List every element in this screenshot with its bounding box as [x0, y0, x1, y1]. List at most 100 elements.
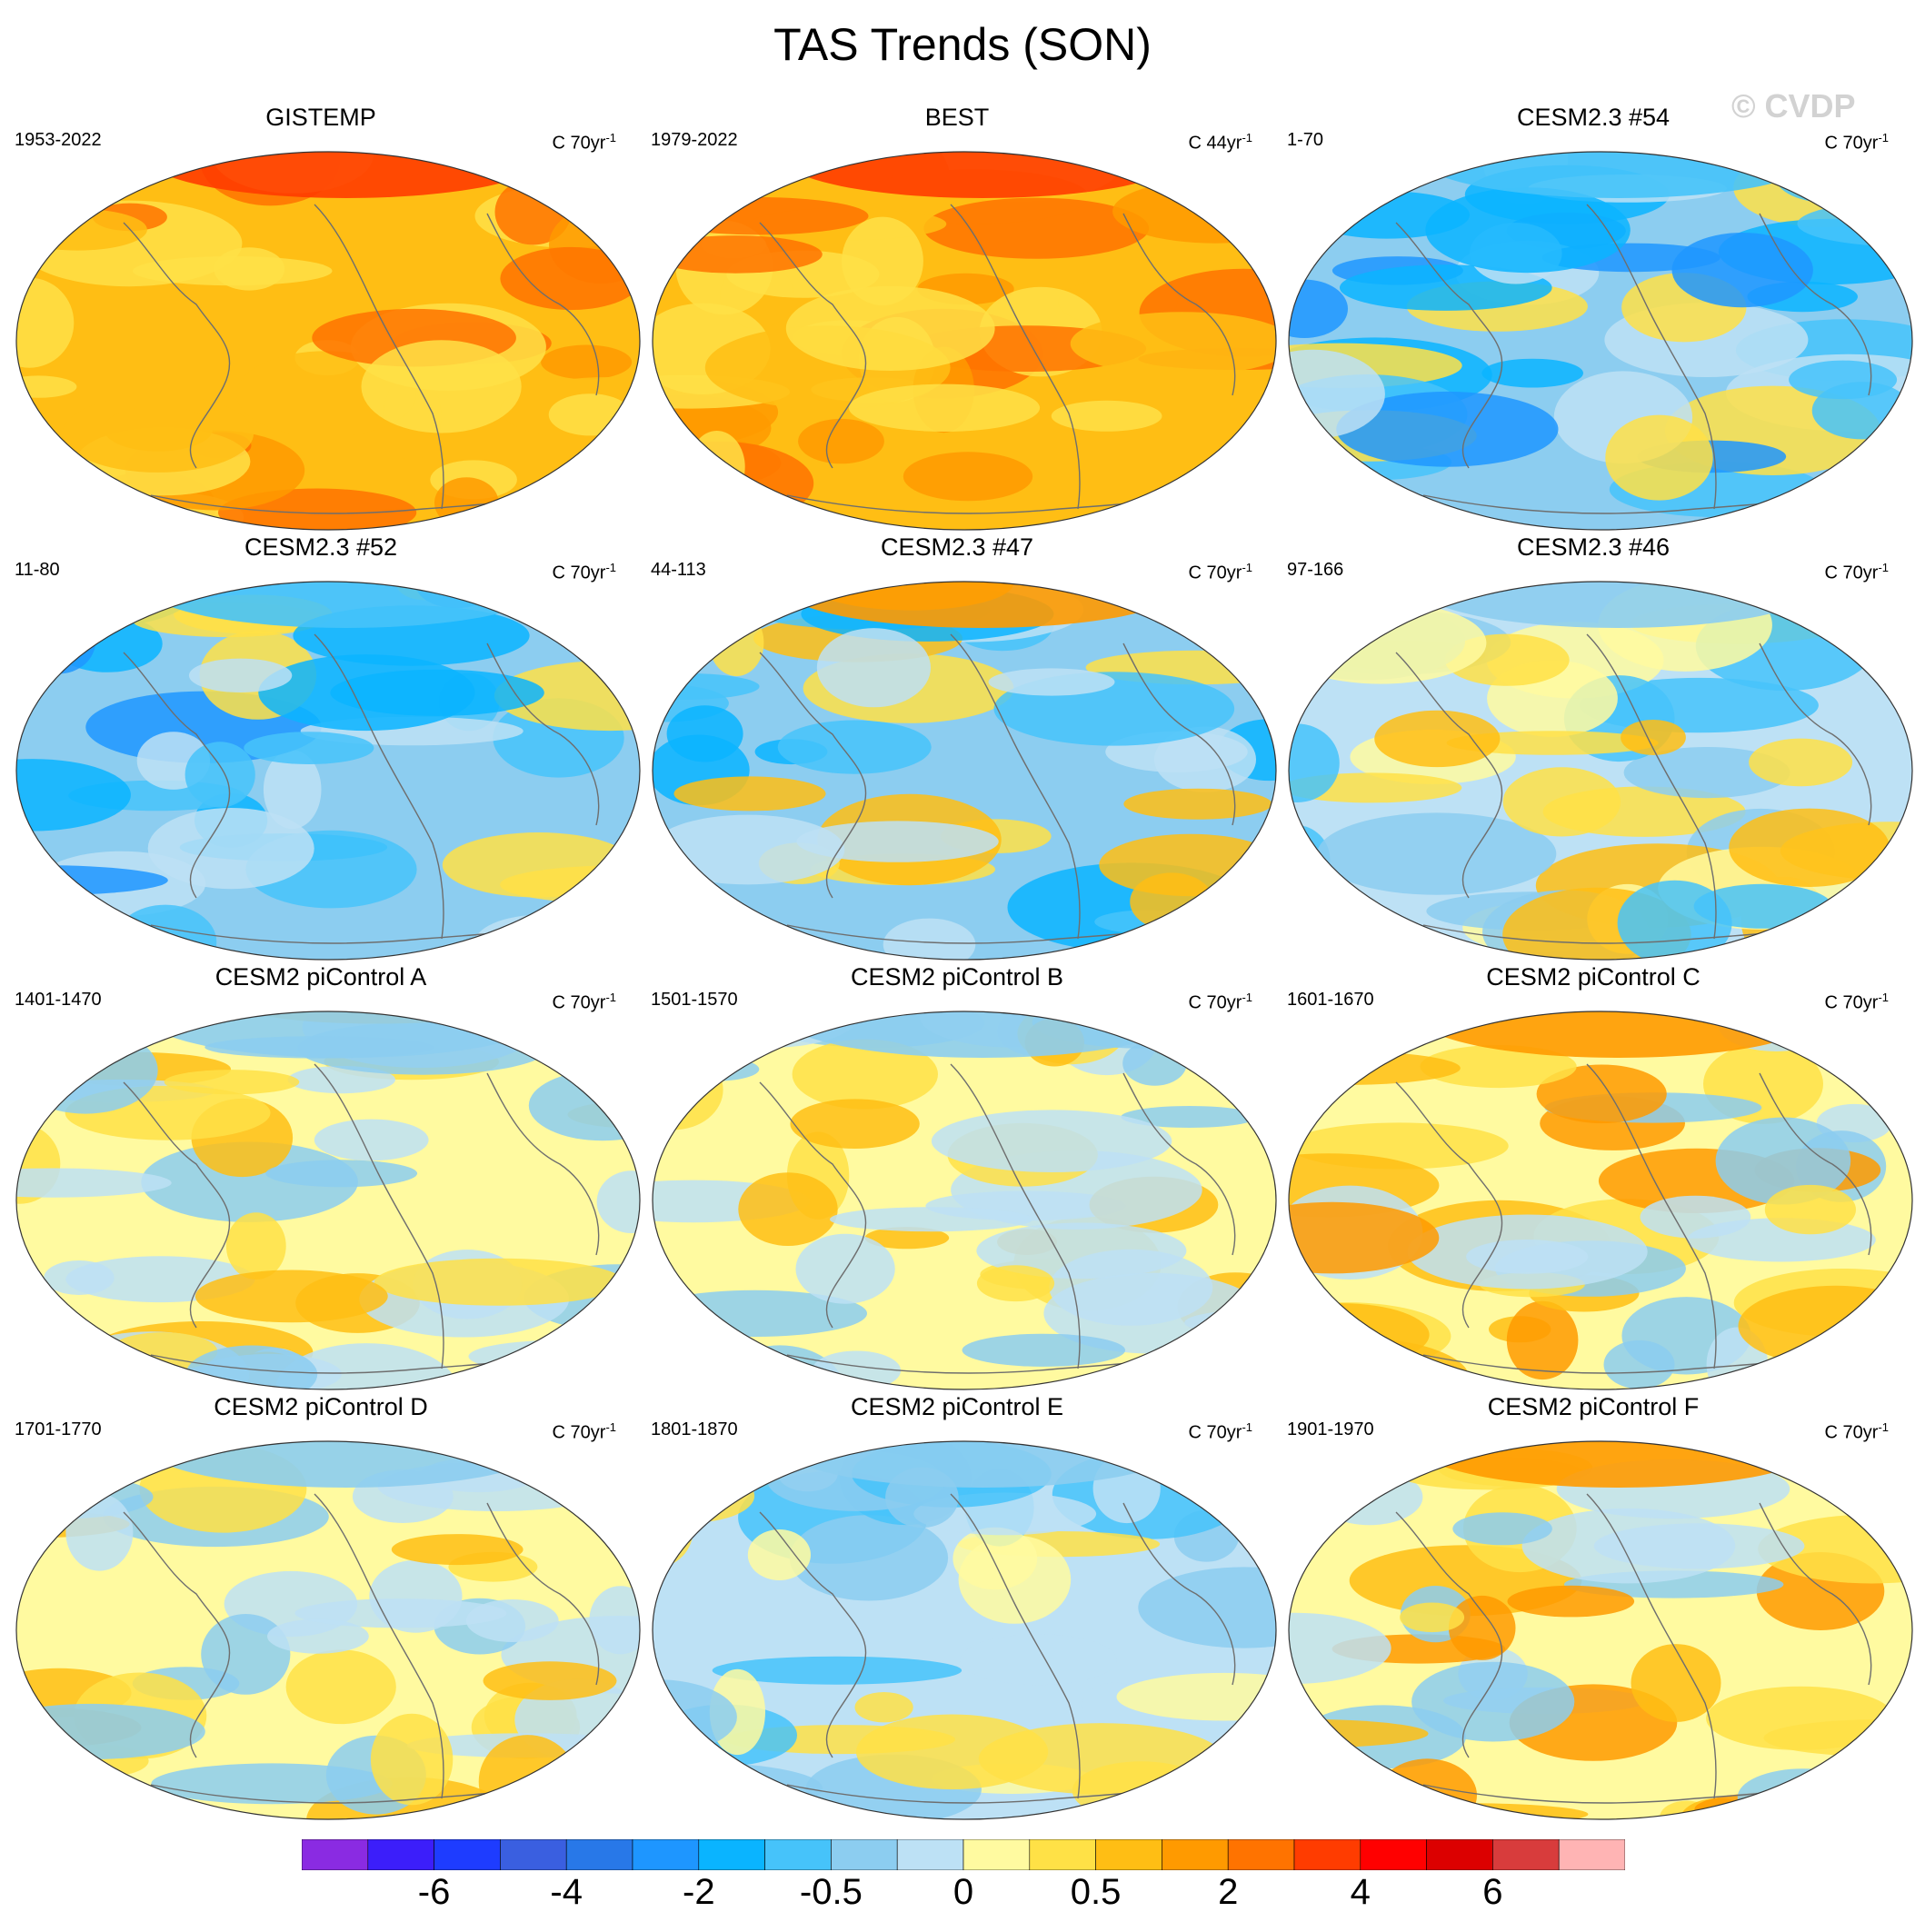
anomaly-patch [903, 452, 1033, 502]
panel-title: CESM2.3 #54 [1516, 104, 1671, 131]
anomaly-patch [1521, 1508, 1736, 1584]
arctic-anomaly [1419, 152, 1819, 198]
anomaly-patch [16, 152, 154, 182]
map-border [652, 1440, 1277, 1820]
map-border [1288, 1440, 1913, 1820]
coastline [1759, 213, 1872, 396]
anomaly-patch [1289, 1011, 1369, 1086]
arctic-anomaly [783, 1011, 1182, 1058]
anomaly-patch [265, 1160, 418, 1188]
anomaly-patch [500, 246, 640, 311]
panel-units: C 70yr-1 [552, 991, 616, 1013]
panel-period: 11-80 [15, 560, 60, 580]
anomaly-patch [795, 1233, 895, 1304]
robinson-map [652, 581, 1277, 961]
colorbar-cell [565, 1839, 633, 1870]
figure-title: TAS Trends (SON) [773, 19, 1152, 70]
colorbar [302, 1839, 1625, 1870]
panel-period: 1501-1570 [651, 990, 738, 1010]
panel-units: C 70yr-1 [1824, 1420, 1889, 1443]
colorbar-cell [1492, 1839, 1560, 1870]
anomaly-patch [1289, 1201, 1440, 1274]
panel-title: CESM2 piControl D [214, 1393, 428, 1420]
coastline [1395, 1081, 1503, 1329]
anomaly-patch [214, 247, 285, 291]
anomaly-patch [285, 1649, 396, 1725]
robinson-map [1288, 151, 1913, 531]
coastline [123, 222, 231, 469]
anomaly-patch [1070, 312, 1276, 376]
anomaly-patch [539, 1441, 640, 1494]
anomaly-patch [1835, 1758, 1912, 1791]
colorbar-label: 6 [1482, 1872, 1503, 1912]
anomaly-patch [816, 628, 931, 708]
anomaly-patch [596, 1170, 640, 1234]
anomaly-patch [976, 1222, 1187, 1280]
anomaly-patch [712, 1656, 962, 1685]
map-panel: GISTEMP 1953-2022 C 70yr-1 [0, 102, 642, 533]
anomaly-patch [1138, 1567, 1276, 1648]
arctic-anomaly [146, 1441, 546, 1488]
anomaly-patch [1815, 1793, 1912, 1819]
anomaly-patch [16, 208, 147, 251]
anomaly-patch [747, 1529, 811, 1580]
anomaly-patch [1289, 279, 1349, 339]
anomaly-patch [653, 922, 807, 954]
anomaly-patch [673, 776, 826, 812]
anomaly-patch [1420, 1045, 1577, 1089]
panel-title: GISTEMP [265, 104, 376, 131]
map-panel: CESM2.3 #54 1-70 C 70yr-1 [1272, 102, 1914, 533]
colorbar-cell [831, 1839, 898, 1870]
colorbar-cell [1360, 1839, 1427, 1870]
anomaly-patch [16, 759, 131, 832]
arctic-anomaly [783, 152, 1182, 198]
anomaly-patch [225, 1212, 286, 1280]
anomaly-patch [571, 903, 640, 939]
anomaly-patch [263, 750, 322, 830]
anomaly-patch [1316, 1469, 1423, 1526]
colorbar-cell [367, 1839, 434, 1870]
anomaly-patch [16, 277, 75, 368]
anomaly-patch [374, 1258, 624, 1306]
panel-period: 1601-1670 [1287, 990, 1374, 1010]
anomaly-patch [1502, 767, 1621, 837]
map-panel: CESM2 piControl A 1401-1470 C 70yr-1 [0, 961, 642, 1392]
panel-period: 1701-1770 [15, 1419, 102, 1439]
anomaly-patch [1318, 582, 1419, 629]
colorbar-cell [1426, 1839, 1493, 1870]
map-border [1288, 581, 1913, 961]
panel-units: C 70yr-1 [1824, 991, 1889, 1013]
coastline [123, 1081, 231, 1329]
panel-period: 1801-1870 [651, 1419, 738, 1439]
arctic-anomaly [783, 582, 1182, 628]
coastline [123, 1511, 231, 1758]
anomaly-patch [244, 732, 374, 764]
map-panel: CESM2.3 #46 97-166 C 70yr-1 [1272, 532, 1914, 962]
anomaly-patch [978, 1723, 1224, 1795]
panel-title: CESM2.3 #46 [1516, 533, 1671, 561]
anomaly-patch [548, 393, 632, 436]
map-panel: BEST 1979-2022 C 44yr-1 [636, 102, 1278, 533]
panel-units: C 70yr-1 [1824, 561, 1889, 583]
anomaly-patch [1818, 1787, 1912, 1819]
coastline [314, 1493, 444, 1799]
coastline [1395, 652, 1503, 899]
anomaly-patch [1448, 1595, 1516, 1660]
panel-units: C 70yr-1 [552, 131, 616, 154]
anomaly-patch [653, 582, 704, 642]
colorbar-label: 0.5 [1070, 1872, 1122, 1912]
colorbar-label: 2 [1218, 1872, 1239, 1912]
anomaly-patch [1729, 808, 1890, 887]
anomaly-patch [1811, 382, 1912, 440]
panel-period: 1901-1970 [1287, 1419, 1374, 1439]
anomaly-patch [65, 1493, 134, 1571]
robinson-map [1288, 581, 1913, 961]
colorbar-cell [1227, 1839, 1295, 1870]
anomaly-patch [62, 394, 254, 473]
anomaly-patch [953, 1527, 1038, 1590]
map-panel: CESM2 piControl C 1601-1670 C 70yr-1 [1272, 961, 1914, 1392]
anomaly-patch [1623, 747, 1790, 799]
arctic-anomaly [1419, 1441, 1819, 1488]
anomaly-patch [551, 582, 640, 603]
anomaly-patch [1121, 1106, 1258, 1128]
